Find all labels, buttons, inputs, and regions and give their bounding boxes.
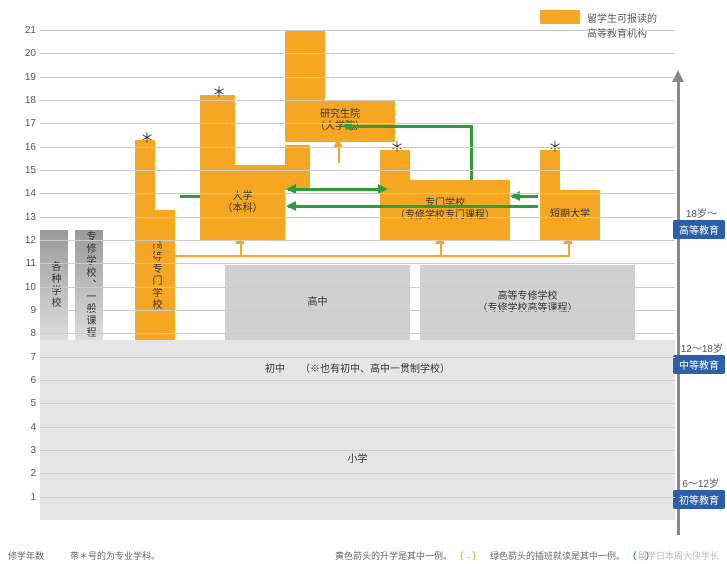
ylabel-19: 19 bbox=[12, 72, 36, 83]
age-arrow bbox=[677, 80, 680, 535]
block-grad-tall bbox=[285, 30, 325, 100]
gridline bbox=[40, 263, 675, 264]
gridline bbox=[40, 30, 675, 31]
ylabel-10: 10 bbox=[12, 282, 36, 293]
block-gradschool: 研究生院 （大学院） bbox=[285, 100, 395, 142]
gridline bbox=[40, 310, 675, 311]
gridline bbox=[40, 473, 675, 474]
ylabel-13: 13 bbox=[12, 212, 36, 223]
star-1: ＊ bbox=[140, 128, 154, 148]
footer-note: 带＊号的为专业学科。 bbox=[70, 549, 160, 562]
ylabel-6: 6 bbox=[12, 375, 36, 386]
block-university: 大学 （本科） bbox=[200, 165, 285, 240]
block-senshu-ippan: 专修学校、一般课程 bbox=[75, 230, 103, 340]
ylabel-4: 4 bbox=[12, 422, 36, 433]
block-koutou-senmon: 高等专门学校 bbox=[135, 210, 175, 340]
badge-higher: 高等教育 bbox=[673, 220, 725, 239]
ylabel-3: 3 bbox=[12, 445, 36, 456]
block-koutou-senmon-ext bbox=[135, 140, 155, 210]
badge-elem: 初等教育 bbox=[673, 490, 725, 509]
block-elementary: 小学 bbox=[40, 400, 675, 520]
gridline bbox=[40, 217, 675, 218]
ylabel-17: 17 bbox=[12, 118, 36, 129]
gridline bbox=[40, 170, 675, 171]
watermark: 留学日本周大侠学长 bbox=[638, 549, 719, 562]
ylabel-7: 7 bbox=[12, 352, 36, 363]
ylabel-11: 11 bbox=[12, 258, 36, 269]
ylabel-16: 16 bbox=[12, 142, 36, 153]
block-highschool: 高中 bbox=[225, 265, 410, 340]
gridline bbox=[40, 380, 675, 381]
block-junior: 初中 （※也有初中、高中一贯制学校） bbox=[40, 340, 675, 400]
gridline bbox=[40, 403, 675, 404]
star-2: ＊ bbox=[212, 82, 226, 102]
age-18: 18岁～ bbox=[686, 205, 717, 220]
age-6: 6～12岁 bbox=[682, 475, 719, 490]
ylabel-5: 5 bbox=[12, 398, 36, 409]
block-senmon: 专门学校 （专修学校专门课程） bbox=[380, 180, 510, 240]
ylabel-2: 2 bbox=[12, 468, 36, 479]
ylabel-15: 15 bbox=[12, 165, 36, 176]
gridline bbox=[40, 427, 675, 428]
ylabel-20: 20 bbox=[12, 48, 36, 59]
ylabel-1: 1 bbox=[12, 492, 36, 503]
ylabel-8: 8 bbox=[12, 328, 36, 339]
gridline bbox=[40, 77, 675, 78]
gridline bbox=[40, 53, 675, 54]
footer-yellow: 黄色箭头的升学是其中一例。 （→） bbox=[335, 549, 482, 562]
ylabel-12: 12 bbox=[12, 235, 36, 246]
gridline bbox=[40, 193, 675, 194]
ylabel-14: 14 bbox=[12, 188, 36, 199]
block-tanki: 短期大学 bbox=[540, 190, 600, 240]
yaxis-label: 修学年数 bbox=[8, 549, 44, 562]
gridline bbox=[40, 147, 675, 148]
gridline bbox=[40, 333, 675, 334]
block-koutou-senshu: 高等专修学校 （专修学校高等课程） bbox=[420, 265, 635, 340]
gridline bbox=[40, 100, 675, 101]
gridline bbox=[40, 240, 675, 241]
gridline bbox=[40, 287, 675, 288]
ylabel-9: 9 bbox=[12, 305, 36, 316]
badge-middle: 中等教育 bbox=[673, 355, 725, 374]
footer-green: 绿色箭头的插班就读是其中一例。 （→） bbox=[490, 549, 655, 562]
gridline bbox=[40, 123, 675, 124]
chart-area: // placeholder - generated below via bui… bbox=[40, 30, 675, 520]
ylabel-18: 18 bbox=[12, 95, 36, 106]
gridline bbox=[40, 357, 675, 358]
age-12: 12～18岁 bbox=[681, 340, 723, 355]
gridline bbox=[40, 450, 675, 451]
block-kakushu: 各种学校 bbox=[40, 230, 68, 340]
gridline bbox=[40, 497, 675, 498]
ylabel-21: 21 bbox=[12, 25, 36, 36]
